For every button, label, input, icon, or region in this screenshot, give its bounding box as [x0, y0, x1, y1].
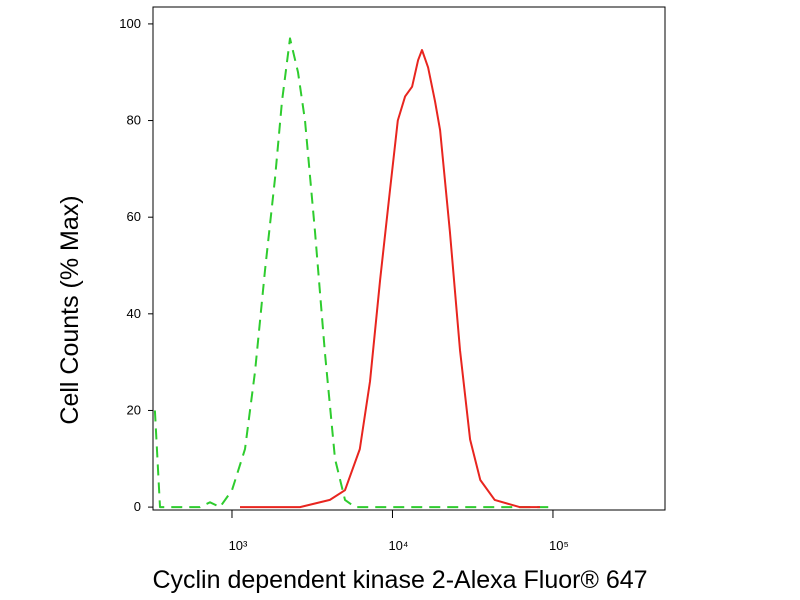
y-tick-label: 40	[127, 306, 141, 321]
y-tick-label: 80	[127, 113, 141, 128]
plot-frame	[152, 6, 666, 511]
x-tick-label: 10⁴	[388, 538, 408, 553]
x-axis-title: Cyclin dependent kinase 2-Alexa Fluor® 6…	[152, 566, 647, 594]
series-line	[153, 37, 550, 509]
series-line	[240, 49, 540, 509]
y-tick-label: 60	[127, 209, 141, 224]
y-tick-label: 100	[119, 16, 141, 31]
x-tick-label: 10⁵	[549, 538, 569, 553]
y-tick-label: 20	[127, 402, 141, 417]
y-axis-title: Cell Counts (% Max)	[56, 195, 84, 424]
x-tick-label: 10³	[229, 538, 248, 553]
y-tick-label: 0	[134, 499, 141, 514]
